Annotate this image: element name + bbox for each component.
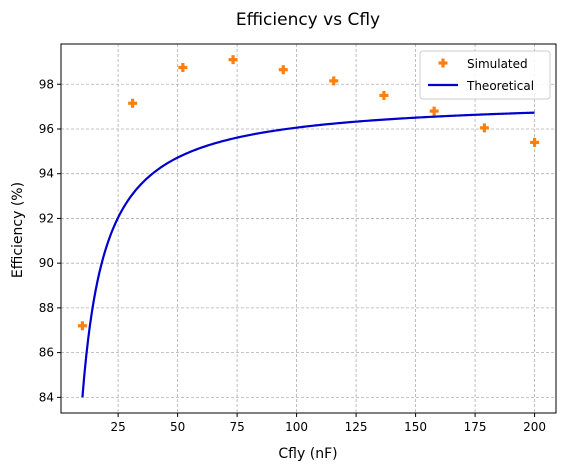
plus-marker-bar-v xyxy=(81,321,84,330)
simulated-point xyxy=(178,63,187,72)
x-tick-label: 25 xyxy=(110,420,125,434)
x-tick-label: 150 xyxy=(404,420,427,434)
simulated-point xyxy=(530,138,539,147)
y-tick-label: 94 xyxy=(39,167,54,181)
plus-marker-bar-v xyxy=(282,65,285,74)
simulated-point xyxy=(430,107,439,116)
plus-marker-bar-v xyxy=(332,76,335,85)
plus-marker-bar-v xyxy=(131,99,134,108)
x-ticks: 25 50 75 100 125 150 175 200 xyxy=(110,413,546,434)
series-group xyxy=(78,55,539,397)
x-axis-label: Cfly (nF) xyxy=(278,446,337,462)
y-axis-label: Efficiency (%) xyxy=(10,182,26,278)
x-tick-label: 100 xyxy=(285,420,308,434)
simulated-point xyxy=(279,65,288,74)
y-tick-label: 88 xyxy=(39,301,54,315)
plus-marker-bar-v xyxy=(533,138,536,147)
plus-marker-bar-v xyxy=(231,55,234,64)
simulated-point xyxy=(78,321,87,330)
legend: Simulated Theoretical xyxy=(420,51,550,99)
simulated-point xyxy=(480,123,489,132)
y-tick-label: 98 xyxy=(39,77,54,91)
simulated-point xyxy=(379,91,388,100)
legend-theoretical-label: Theoretical xyxy=(466,79,534,93)
x-tick-label: 175 xyxy=(464,420,487,434)
x-tick-label: 50 xyxy=(170,420,185,434)
plus-marker-bar-v xyxy=(181,63,184,72)
theoretical-curve xyxy=(82,113,534,398)
x-tick-label: 200 xyxy=(523,420,546,434)
legend-simulated-label: Simulated xyxy=(467,57,528,71)
x-tick-label: 75 xyxy=(229,420,244,434)
plus-marker-bar-v xyxy=(433,107,436,116)
chart-title: Efficiency vs Cfly xyxy=(236,10,380,30)
simulated-point xyxy=(229,55,238,64)
plus-marker-bar-v xyxy=(441,59,444,68)
plus-marker-bar-v xyxy=(382,91,385,100)
y-tick-label: 96 xyxy=(39,122,54,136)
y-tick-label: 92 xyxy=(39,211,54,225)
y-tick-label: 90 xyxy=(39,256,54,270)
y-tick-label: 86 xyxy=(39,346,54,360)
plus-marker-bar-v xyxy=(483,123,486,132)
x-tick-label: 125 xyxy=(345,420,368,434)
simulated-point xyxy=(128,99,137,108)
y-ticks: 84 86 88 90 92 94 96 98 xyxy=(39,77,61,404)
y-tick-label: 84 xyxy=(39,390,54,404)
